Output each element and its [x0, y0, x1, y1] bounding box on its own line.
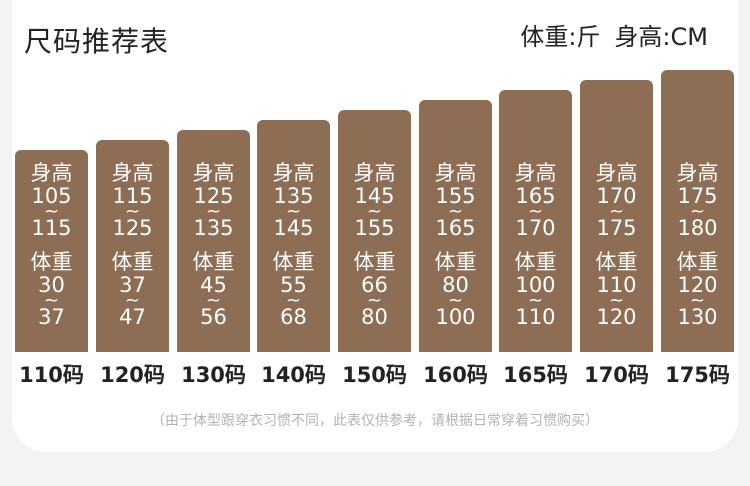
height-min: 170 [596, 184, 637, 208]
range-separator: ~ [124, 201, 141, 222]
range-separator: ~ [285, 290, 302, 311]
size-columns: 身高 105 ~115 体重 30 ~37 110码 身高 115 ~125 体重 37 ~47 120码… [15, 70, 734, 387]
weight-label: 体重 [595, 250, 638, 274]
height-max: 115 [31, 216, 72, 240]
weight-label: 体重 [272, 250, 315, 274]
height-label: 身高 [514, 161, 557, 185]
height-max: 165 [435, 216, 476, 240]
weight-min: 45 [200, 273, 227, 297]
size-column: 身高 105 ~115 体重 30 ~37 [15, 150, 88, 352]
unit-legend: 体重:斤 身高:CM [520, 17, 708, 52]
size-column: 身高 145 ~155 体重 66 ~80 [338, 110, 411, 352]
weight-label: 体重 [353, 250, 396, 274]
weight-label: 体重 [676, 250, 719, 274]
weight-min: 80 [442, 273, 469, 297]
disclaimer-note: （由于体型跟穿衣习惯不同，此表仅供参考，请根据日常穿着习惯购买） [151, 413, 599, 429]
size-label: 130码 [181, 363, 246, 387]
size-label: 120码 [100, 363, 165, 387]
height-min: 145 [354, 184, 395, 208]
weight-max: 100 [435, 305, 476, 329]
range-separator: ~ [689, 201, 706, 222]
weight-max: 47 [119, 305, 146, 329]
weight-max: 37 [38, 305, 65, 329]
weight-max: 120 [596, 305, 637, 329]
size-column: 身高 155 ~165 体重 80 ~100 [419, 100, 492, 352]
height-min: 125 [193, 184, 234, 208]
height-min: 135 [273, 184, 314, 208]
height-unit-label: 身高:CM [614, 23, 708, 51]
range-separator: ~ [205, 290, 222, 311]
height-max: 135 [193, 216, 234, 240]
range-separator: ~ [285, 201, 302, 222]
height-max: 155 [354, 216, 395, 240]
height-label: 身高 [30, 161, 73, 185]
size-label: 140码 [261, 363, 326, 387]
size-column: 身高 135 ~145 体重 55 ~68 [257, 120, 330, 352]
weight-max: 68 [280, 305, 307, 329]
height-min: 105 [31, 184, 72, 208]
weight-max: 56 [200, 305, 227, 329]
height-label: 身高 [434, 161, 477, 185]
height-max: 170 [515, 216, 556, 240]
weight-label: 体重 [514, 250, 557, 274]
range-separator: ~ [124, 290, 141, 311]
height-min: 175 [677, 184, 718, 208]
weight-label: 体重 [434, 250, 477, 274]
size-label: 165码 [503, 363, 568, 387]
range-separator: ~ [447, 290, 464, 311]
range-separator: ~ [527, 290, 544, 311]
height-label: 身高 [272, 161, 315, 185]
weight-label: 体重 [111, 250, 154, 274]
range-separator: ~ [447, 201, 464, 222]
range-separator: ~ [608, 201, 625, 222]
range-separator: ~ [43, 290, 60, 311]
height-min: 155 [435, 184, 476, 208]
height-max: 175 [596, 216, 637, 240]
size-label: 175码 [665, 363, 730, 387]
weight-min: 110 [596, 273, 637, 297]
range-separator: ~ [366, 290, 383, 311]
weight-label: 体重 [192, 250, 235, 274]
height-min: 165 [515, 184, 556, 208]
weight-min: 120 [677, 273, 718, 297]
height-min: 115 [112, 184, 153, 208]
weight-min: 55 [280, 273, 307, 297]
size-column: 身高 115 ~125 体重 37 ~47 [96, 140, 169, 352]
size-column: 身高 125 ~135 体重 45 ~56 [177, 130, 250, 352]
size-label: 160码 [423, 363, 488, 387]
page-title: 尺码推荐表 [24, 25, 170, 58]
range-separator: ~ [366, 201, 383, 222]
height-max: 145 [273, 216, 314, 240]
height-label: 身高 [192, 161, 235, 185]
range-separator: ~ [527, 201, 544, 222]
height-label: 身高 [595, 161, 638, 185]
height-max: 125 [112, 216, 153, 240]
height-label: 身高 [111, 161, 154, 185]
weight-max: 110 [515, 305, 556, 329]
weight-label: 体重 [30, 250, 73, 274]
weight-min: 37 [119, 273, 146, 297]
range-separator: ~ [608, 290, 625, 311]
weight-max: 130 [677, 305, 718, 329]
weight-min: 66 [361, 273, 388, 297]
size-column: 身高 165 ~170 体重 100 ~110 [499, 90, 572, 352]
size-column: 身高 170 ~175 体重 110 ~120 [580, 80, 653, 352]
height-label: 身高 [353, 161, 396, 185]
size-label: 110码 [19, 363, 84, 387]
size-column: 身高 175 ~180 体重 120 ~130 [661, 70, 734, 352]
weight-min: 100 [515, 273, 556, 297]
height-label: 身高 [676, 161, 719, 185]
weight-min: 30 [38, 273, 65, 297]
weight-unit-label: 体重:斤 [520, 23, 601, 51]
range-separator: ~ [43, 201, 60, 222]
weight-max: 80 [361, 305, 388, 329]
size-label: 150码 [342, 363, 407, 387]
size-label: 170码 [584, 363, 649, 387]
height-max: 180 [677, 216, 718, 240]
range-separator: ~ [689, 290, 706, 311]
range-separator: ~ [205, 201, 222, 222]
